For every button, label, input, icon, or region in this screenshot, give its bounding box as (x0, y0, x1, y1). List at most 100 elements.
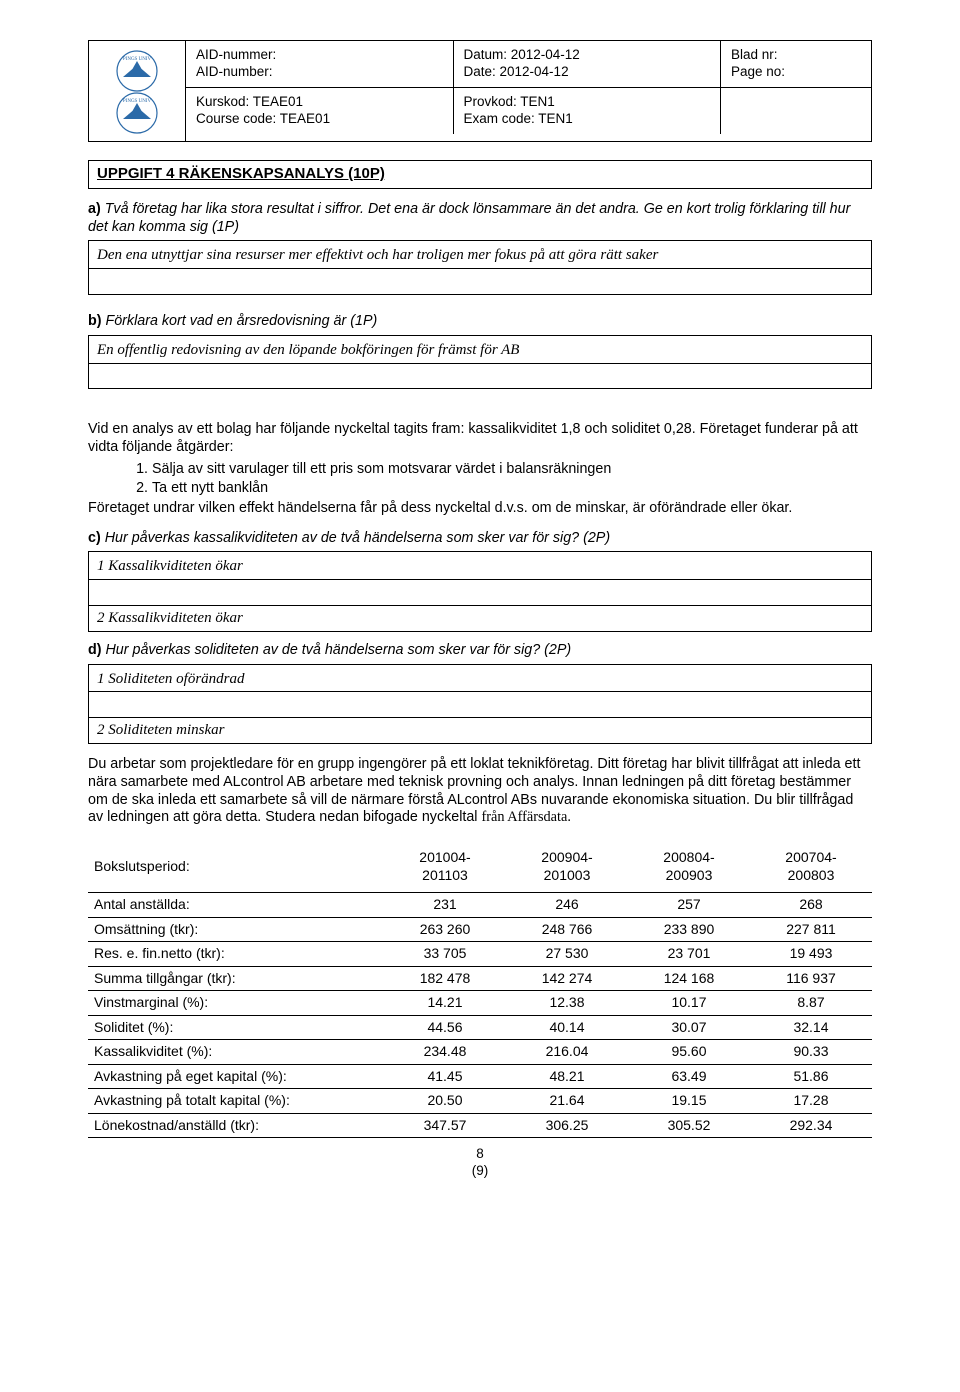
course-cell: Kurskod: TEAE01 Course code: TEAE01 (186, 88, 453, 134)
row-label: Avkastning på eget kapital (%): (88, 1064, 384, 1089)
q-text-a: Två företag har lika stora resultat i si… (88, 201, 850, 235)
table-row: Res. e. fin.netto (tkr):33 70527 53023 7… (88, 942, 872, 967)
period-label: Bokslutsperiod: (88, 841, 384, 893)
date-cell: Datum: 2012-04-12 Date: 2012-04-12 (453, 41, 721, 87)
exam-en: Exam code: TEN1 (464, 111, 711, 128)
cell: 90.33 (750, 1040, 872, 1065)
cell: 95.60 (628, 1040, 750, 1065)
question-a: a) Två företag har lika stora resultat i… (88, 201, 872, 237)
row-label: Soliditet (%): (88, 1015, 384, 1040)
blank-cell (720, 88, 871, 134)
q-text-b: Förklara kort vad en årsredovisning är (… (105, 313, 377, 329)
cell: 246 (506, 893, 628, 918)
cell: 216.04 (506, 1040, 628, 1065)
cell: 227 811 (750, 917, 872, 942)
answer-box-a: Den ena utnyttjar sina resurser mer effe… (88, 240, 872, 295)
row-label: Omsättning (tkr): (88, 917, 384, 942)
cell: 292.34 (750, 1113, 872, 1138)
cell: 347.57 (384, 1113, 506, 1138)
cell: 10.17 (628, 991, 750, 1016)
cell: 124 168 (628, 966, 750, 991)
cell: 23 701 (628, 942, 750, 967)
page-sv: Blad nr: (731, 47, 861, 64)
cell: 268 (750, 893, 872, 918)
period-col-1: 200904-201003 (506, 841, 628, 893)
row-label: Antal anställda: (88, 893, 384, 918)
cell: 306.25 (506, 1113, 628, 1138)
q-lead-a: a) (88, 201, 101, 217)
financial-table: Bokslutsperiod: 201004-201103 200904-201… (88, 841, 872, 1138)
question-b: b) Förklara kort vad en årsredovisning ä… (88, 313, 872, 331)
cell: 234.48 (384, 1040, 506, 1065)
question-c: c) Hur påverkas kassalikviditeten av de … (88, 530, 872, 548)
answer-box-d: 1 Soliditeten oförändrad 2 Soliditeten m… (88, 664, 872, 744)
date-en: Date: 2012-04-12 (464, 64, 711, 81)
table-row: Lönekostnad/anställd (tkr):347.57306.253… (88, 1113, 872, 1138)
cell: 182 478 (384, 966, 506, 991)
table-row: Kassalikviditet (%):234.48216.0495.6090.… (88, 1040, 872, 1065)
page-number: 8 (88, 1146, 872, 1163)
scenario-item-1: Sälja av sitt varulager till ett pris so… (152, 461, 872, 479)
period-col-0: 201004-201103 (384, 841, 506, 893)
answer-d-line3: 2 Soliditeten minskar (89, 718, 871, 743)
answer-b-line2 (89, 364, 871, 389)
row-label: Avkastning på totalt kapital (%): (88, 1089, 384, 1114)
table-row: Vinstmarginal (%):14.2112.3810.178.87 (88, 991, 872, 1016)
answer-box-b: En offentlig redovisning av den löpande … (88, 335, 872, 390)
task-title: UPPGIFT 4 RÄKENSKAPSANALYS (10P) (88, 160, 872, 189)
cell: 12.38 (506, 991, 628, 1016)
page-footer: 8 (9) (88, 1146, 872, 1180)
period-col-2: 200804-200903 (628, 841, 750, 893)
cell: 44.56 (384, 1015, 506, 1040)
answer-c-line1: 1 Kassalikviditeten ökar (89, 554, 871, 580)
cell: 48.21 (506, 1064, 628, 1089)
cell: 19.15 (628, 1089, 750, 1114)
answer-d-line1: 1 Soliditeten oförändrad (89, 667, 871, 693)
case-text: Du arbetar som projektledare för en grup… (88, 756, 860, 826)
table-row: Avkastning på eget kapital (%):41.4548.2… (88, 1064, 872, 1089)
cell: 142 274 (506, 966, 628, 991)
cell: 257 (628, 893, 750, 918)
cell: 17.28 (750, 1089, 872, 1114)
exam-sv: Provkod: TEN1 (464, 94, 711, 111)
cell: 116 937 (750, 966, 872, 991)
date-sv: Datum: 2012-04-12 (464, 47, 711, 64)
case-paragraph: Du arbetar som projektledare för en grup… (88, 756, 872, 827)
cell: 233 890 (628, 917, 750, 942)
row-label: Kassalikviditet (%): (88, 1040, 384, 1065)
aid-label-en: AID-number: (196, 64, 443, 81)
answer-d-line2 (89, 692, 871, 718)
table-row: Avkastning på totalt kapital (%):20.5021… (88, 1089, 872, 1114)
svg-text:PINGS UNIV: PINGS UNIV (123, 99, 152, 104)
case-emph: från Affärsdata. (481, 809, 570, 825)
scenario-p1: Vid en analys av ett bolag har följande … (88, 421, 872, 457)
q-lead-d: d) (88, 642, 102, 658)
cell: 248 766 (506, 917, 628, 942)
answer-a-line2 (89, 269, 871, 294)
table-row: Antal anställda:231246257268 (88, 893, 872, 918)
cell: 32.14 (750, 1015, 872, 1040)
cell: 20.50 (384, 1089, 506, 1114)
row-label: Lönekostnad/anställd (tkr): (88, 1113, 384, 1138)
q-text-d: Hur påverkas soliditeten av de två hände… (105, 642, 571, 658)
cell: 27 530 (506, 942, 628, 967)
q-lead-c: c) (88, 530, 101, 546)
course-en: Course code: TEAE01 (196, 111, 443, 128)
cell: 51.86 (750, 1064, 872, 1089)
table-row: Summa tillgångar (tkr):182 478142 274124… (88, 966, 872, 991)
cell: 263 260 (384, 917, 506, 942)
cell: 30.07 (628, 1015, 750, 1040)
svg-text:PINGS UNIV: PINGS UNIV (123, 57, 152, 62)
question-d: d) Hur påverkas soliditeten av de två hä… (88, 642, 872, 660)
q-text-c: Hur påverkas kassalikviditeten av de två… (105, 530, 610, 546)
seal-icon: PINGS UNIV PINGS UNIV (103, 47, 171, 135)
cell: 40.14 (506, 1015, 628, 1040)
row-label: Res. e. fin.netto (tkr): (88, 942, 384, 967)
scenario-p2: Företaget undrar vilken effekt händelser… (88, 500, 872, 518)
q-lead-b: b) (88, 313, 102, 329)
row-label: Summa tillgångar (tkr): (88, 966, 384, 991)
answer-box-c: 1 Kassalikviditeten ökar 2 Kassalikvidit… (88, 551, 872, 631)
page-en: Page no: (731, 64, 861, 81)
university-logo: PINGS UNIV PINGS UNIV (89, 41, 186, 141)
cell: 231 (384, 893, 506, 918)
